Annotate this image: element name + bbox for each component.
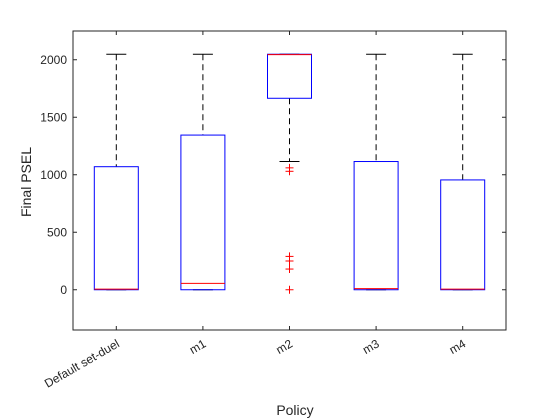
x-tick-label: m2 (274, 336, 296, 357)
box-m4 (440, 53, 486, 291)
outlier-marker (285, 265, 294, 274)
box-m2 (267, 53, 312, 294)
y-tick-label: 1000 (40, 168, 67, 182)
x-tick-label: m3 (360, 336, 382, 357)
iqr-box (353, 161, 399, 291)
boxes (93, 53, 486, 294)
outlier-marker (285, 257, 294, 265)
y-tick-label: 2000 (40, 53, 67, 67)
x-tick-label: m1 (187, 336, 209, 357)
box-m3 (353, 53, 399, 291)
y-tick-label: 0 (60, 283, 67, 297)
y-axis-ticks: 0 500 1000 1500 2000 (40, 53, 506, 297)
outlier-marker (285, 167, 294, 176)
iqr-box (267, 53, 312, 99)
x-axis-label: Policy (276, 402, 313, 418)
x-tick-label: m4 (447, 336, 469, 357)
x-axis-ticks: Default set-duel m1 m2 m3 m4 (42, 31, 468, 391)
box-m1 (180, 53, 226, 291)
box-default-set-duel (93, 53, 139, 291)
outlier-marker (285, 285, 294, 294)
y-tick-label: 1500 (40, 110, 67, 124)
x-tick-label: Default set-duel (42, 336, 122, 390)
y-tick-label: 500 (47, 225, 67, 239)
iqr-box (180, 134, 226, 291)
iqr-box (93, 166, 139, 291)
y-axis-label: Final PSEL (18, 147, 34, 217)
iqr-box (440, 179, 486, 291)
